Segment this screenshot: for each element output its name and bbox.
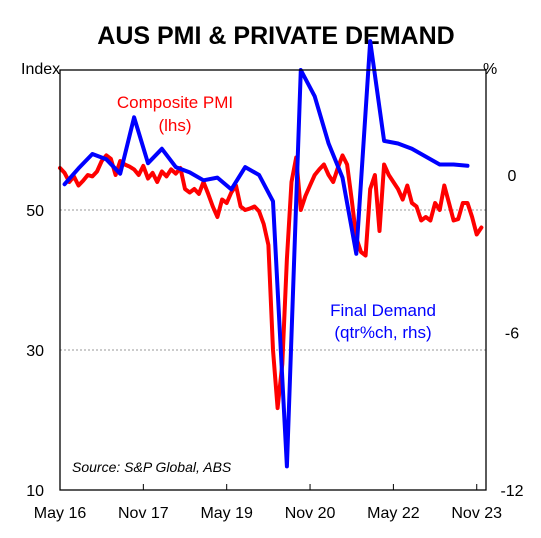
x-tick-label-4: May 22: [367, 505, 420, 522]
series-lines: [58, 39, 484, 469]
right-tick-label-1: -6: [505, 326, 519, 343]
source-note: Source: S&P Global, ABS: [72, 459, 232, 475]
chart-title: AUS PMI & PRIVATE DEMAND: [97, 22, 454, 50]
plot-frame: [59, 69, 487, 491]
right-tick-label-0: 0: [508, 168, 517, 185]
x-tick-label-2: May 19: [200, 505, 253, 522]
demand-annotation-line1: Final Demand: [330, 301, 436, 320]
demand-annotation-line2: (qtr%ch, rhs): [334, 323, 431, 342]
x-tick-label-3: Nov 20: [285, 505, 336, 522]
pmi-annotation-line2: (lhs): [158, 116, 191, 135]
series-line-composite-pmi: [58, 153, 484, 411]
x-tick-label-5: Nov 23: [451, 505, 502, 522]
x-tick-label-1: Nov 17: [118, 505, 169, 522]
series-line-final-demand: [62, 39, 470, 469]
pmi-annotation-line1: Composite PMI: [117, 93, 233, 112]
left-tick-label-1: 30: [26, 343, 44, 360]
left-tick-label-0: 50: [26, 203, 44, 220]
tick-labels: May 16 Nov 17 May 19 Nov 20 May 22 Nov 23 50 30…: [26, 168, 523, 522]
left-axis-unit-label: Index: [21, 61, 60, 78]
x-tick-label-0: May 16: [34, 505, 87, 522]
axis-ticks: [59, 484, 478, 490]
right-tick-label-2: -12: [500, 483, 523, 500]
left-tick-label-2: 10: [26, 483, 44, 500]
